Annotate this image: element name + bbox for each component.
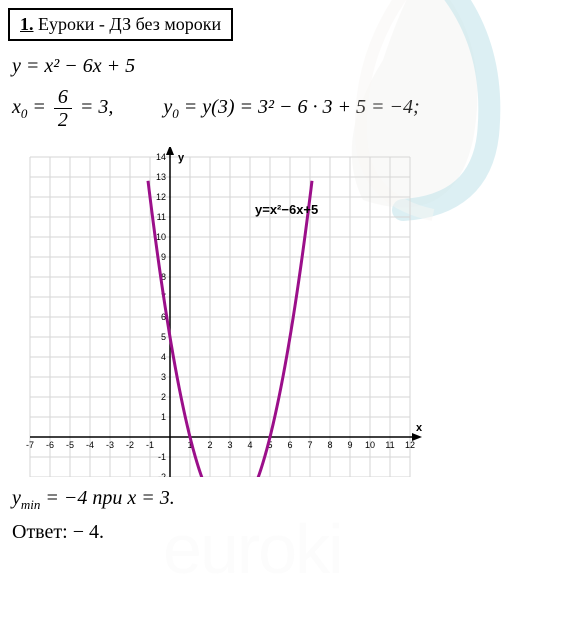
parabola-chart: -7-6-5-4-3-2-1123456789101112-4-3-2-1123… [0,147,583,477]
svg-text:4: 4 [247,440,252,450]
svg-text:3: 3 [161,372,166,382]
svg-text:4: 4 [161,352,166,362]
svg-text:-4: -4 [86,440,94,450]
header-box: 1. Еуроки - ДЗ без мороки [8,8,233,41]
svg-text:14: 14 [156,152,166,162]
svg-text:x: x [416,422,423,434]
svg-text:10: 10 [156,232,166,242]
svg-text:10: 10 [365,440,375,450]
svg-text:2: 2 [207,440,212,450]
equation-main: y = x² − 6x + 5 [12,55,583,78]
svg-text:9: 9 [347,440,352,450]
svg-text:-5: -5 [66,440,74,450]
svg-text:-6: -6 [46,440,54,450]
svg-text:y: y [178,152,185,164]
svg-text:9: 9 [161,252,166,262]
svg-text:7: 7 [307,440,312,450]
curve-label: y=x²−6x+5 [255,202,318,217]
answer-line: Ответ: − 4. [12,521,583,544]
problem-number: 1. [20,14,34,34]
svg-text:11: 11 [385,440,394,450]
svg-text:-1: -1 [146,440,154,450]
svg-text:13: 13 [156,172,166,182]
svg-text:-2: -2 [126,440,134,450]
svg-text:-2: -2 [158,472,166,477]
svg-text:-1: -1 [158,452,166,462]
header-text: Еуроки - ДЗ без мороки [34,14,222,34]
svg-text:-7: -7 [26,440,34,450]
vertex-calc: x0 = 6 2 = 3, y0 = y(3) = 3² − 6 · 3 + 5… [12,86,583,131]
svg-text:8: 8 [327,440,332,450]
svg-text:2: 2 [161,392,166,402]
ymin-line: ymin = −4 при x = 3. [12,487,583,513]
chart-area: -7-6-5-4-3-2-1123456789101112-4-3-2-1123… [0,147,583,477]
svg-text:11: 11 [157,212,166,222]
svg-text:5: 5 [161,332,166,342]
svg-text:12: 12 [156,192,166,202]
svg-text:6: 6 [287,440,292,450]
svg-text:-3: -3 [106,440,114,450]
svg-text:12: 12 [405,440,415,450]
svg-text:3: 3 [227,440,232,450]
svg-text:1: 1 [161,412,166,422]
